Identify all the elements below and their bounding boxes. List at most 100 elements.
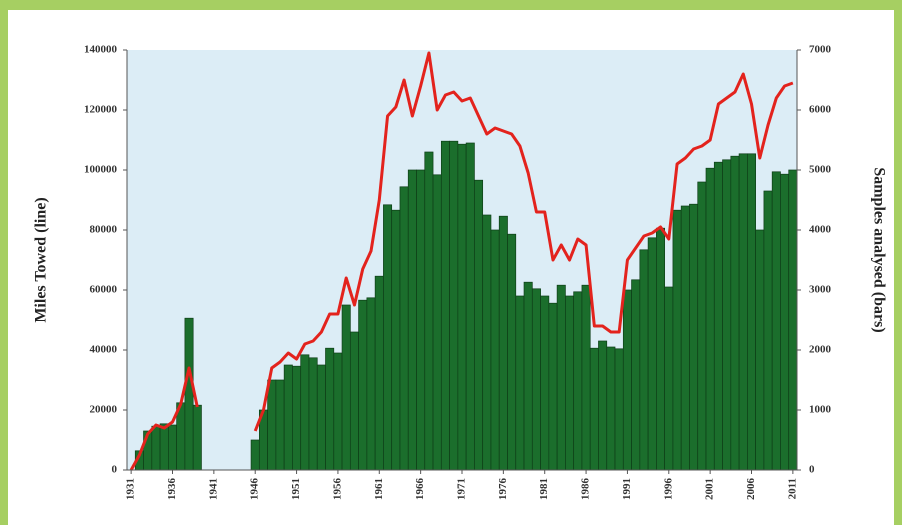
x-tick-label: 1991 bbox=[621, 478, 633, 500]
x-tick-label: 1986 bbox=[580, 478, 592, 501]
bar bbox=[573, 291, 583, 471]
x-tick-label: 1976 bbox=[497, 478, 509, 501]
bar bbox=[755, 229, 765, 471]
bar bbox=[656, 227, 666, 471]
bar bbox=[498, 215, 508, 471]
bar bbox=[606, 346, 616, 471]
bar bbox=[664, 286, 674, 471]
bar bbox=[358, 299, 368, 471]
bar bbox=[672, 209, 682, 471]
x-tick-label: 1956 bbox=[331, 478, 343, 501]
bar bbox=[168, 424, 177, 471]
bar bbox=[192, 404, 202, 471]
bar bbox=[738, 153, 748, 471]
y-tick-label: 80000 bbox=[90, 224, 118, 236]
y-tick-label: 100000 bbox=[84, 164, 118, 176]
y-tick-label: 60000 bbox=[90, 284, 118, 296]
bar bbox=[556, 284, 566, 471]
y2-tick-label: 2000 bbox=[809, 344, 832, 356]
x-tick-label: 2001 bbox=[704, 478, 716, 500]
y-axis-title: Miles Towed (line) bbox=[33, 197, 50, 322]
bar bbox=[407, 169, 417, 471]
y2-tick-label: 4000 bbox=[809, 224, 832, 236]
bar bbox=[622, 289, 632, 471]
bar bbox=[449, 140, 459, 471]
y-tick-label: 40000 bbox=[90, 344, 118, 356]
bar bbox=[589, 347, 599, 471]
x-tick-label: 1996 bbox=[662, 478, 674, 501]
x-tick-label: 1936 bbox=[166, 478, 178, 501]
bar bbox=[308, 357, 318, 471]
y2-tick-label: 6000 bbox=[809, 104, 832, 116]
bar bbox=[523, 281, 533, 471]
bar bbox=[531, 288, 541, 471]
y-tick-label: 120000 bbox=[84, 104, 118, 116]
bar bbox=[399, 186, 409, 471]
bar bbox=[416, 169, 426, 471]
bar bbox=[631, 279, 641, 471]
bar bbox=[763, 190, 773, 471]
bar bbox=[424, 151, 434, 471]
bar bbox=[747, 153, 756, 471]
bar bbox=[705, 167, 715, 471]
bar bbox=[788, 169, 798, 471]
bar bbox=[292, 365, 302, 471]
bar bbox=[713, 161, 723, 471]
x-tick-label: 1951 bbox=[290, 478, 302, 500]
bar bbox=[275, 379, 285, 471]
y2-tick-label: 7000 bbox=[809, 44, 832, 56]
bar bbox=[325, 347, 335, 471]
y2-axis-title: Samples analysed (bars) bbox=[870, 167, 887, 332]
bar bbox=[780, 173, 790, 471]
bar bbox=[283, 364, 293, 471]
x-tick-label: 1981 bbox=[538, 478, 550, 500]
bar bbox=[341, 304, 351, 471]
bar bbox=[730, 155, 740, 471]
x-tick-label: 1931 bbox=[125, 478, 137, 500]
x-tick-label: 2006 bbox=[745, 478, 757, 501]
bar bbox=[267, 379, 277, 471]
bar bbox=[465, 142, 475, 471]
x-tick-label: 1961 bbox=[373, 478, 385, 500]
bar bbox=[349, 331, 359, 471]
bar bbox=[540, 295, 550, 471]
bar bbox=[771, 171, 781, 471]
bar bbox=[490, 229, 500, 471]
bar bbox=[333, 352, 343, 471]
bar bbox=[515, 295, 525, 471]
bar bbox=[474, 179, 484, 471]
y2-tick-label: 1000 bbox=[809, 404, 832, 416]
x-tick-label: 1971 bbox=[456, 478, 468, 500]
bar bbox=[374, 275, 384, 471]
bar bbox=[548, 302, 558, 471]
y-tick-label: 140000 bbox=[84, 44, 118, 56]
x-tick-label: 2011 bbox=[786, 478, 798, 499]
bar bbox=[697, 181, 707, 471]
bar bbox=[300, 354, 310, 471]
bar bbox=[159, 423, 169, 471]
bar bbox=[457, 143, 467, 471]
bar bbox=[250, 439, 260, 471]
bar bbox=[440, 140, 450, 471]
x-tick-label: 1966 bbox=[414, 478, 426, 501]
bar bbox=[184, 317, 194, 471]
y2-tick-label: 0 bbox=[809, 464, 815, 476]
bar bbox=[680, 205, 690, 471]
bar bbox=[614, 348, 624, 471]
bar bbox=[151, 425, 161, 471]
line bbox=[129, 51, 794, 471]
bar bbox=[391, 209, 401, 471]
y-tick-label: 20000 bbox=[90, 404, 118, 416]
y2-tick-label: 5000 bbox=[809, 164, 832, 176]
bar bbox=[432, 174, 442, 471]
y-tick-label: 0 bbox=[112, 464, 118, 476]
bar bbox=[366, 297, 376, 471]
x-tick-label: 1946 bbox=[249, 478, 261, 501]
bar bbox=[383, 204, 393, 471]
bar bbox=[689, 203, 699, 471]
x-tick-label: 1941 bbox=[207, 478, 219, 500]
bar bbox=[722, 159, 732, 471]
bar bbox=[507, 233, 517, 471]
